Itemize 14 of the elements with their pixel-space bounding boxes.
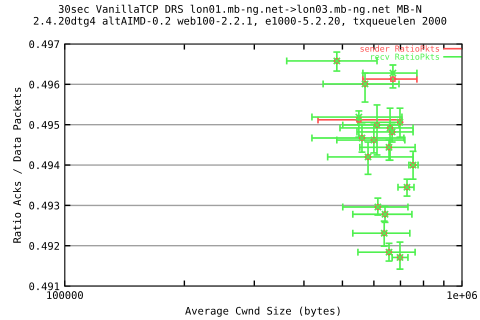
y-tick-label: 0.491 (29, 282, 60, 290)
x-axis-title: Average Cwnd Size (bytes) (185, 306, 340, 317)
chart-title: 30sec VanillaTCP DRS lon01.mb-ng.net->lon03.mb-ng.net MB-N 2.4.20dtg4 altAIMD-0.2 web100-2.2.1, e1000-5.2.20, txqueuelen 2000 (34, 4, 446, 27)
y-tick-label: 0.492 (29, 242, 60, 250)
y-tick-label: 0.496 (29, 80, 60, 88)
y-axis-title: Ratio Acks / Data Packets (12, 88, 22, 243)
legend-label: sender RatioPkts (360, 45, 440, 52)
x-tick-label: 1e+06 (448, 291, 478, 300)
y-tick-label: 0.497 (29, 40, 60, 48)
y-tick-label: 0.493 (29, 202, 60, 210)
legend-label: recv RatioPkts (371, 53, 440, 60)
y-tick-label: 0.495 (29, 120, 60, 129)
y-tick-label: 0.494 (29, 161, 60, 170)
x-tick-label: 100000 (47, 291, 83, 300)
